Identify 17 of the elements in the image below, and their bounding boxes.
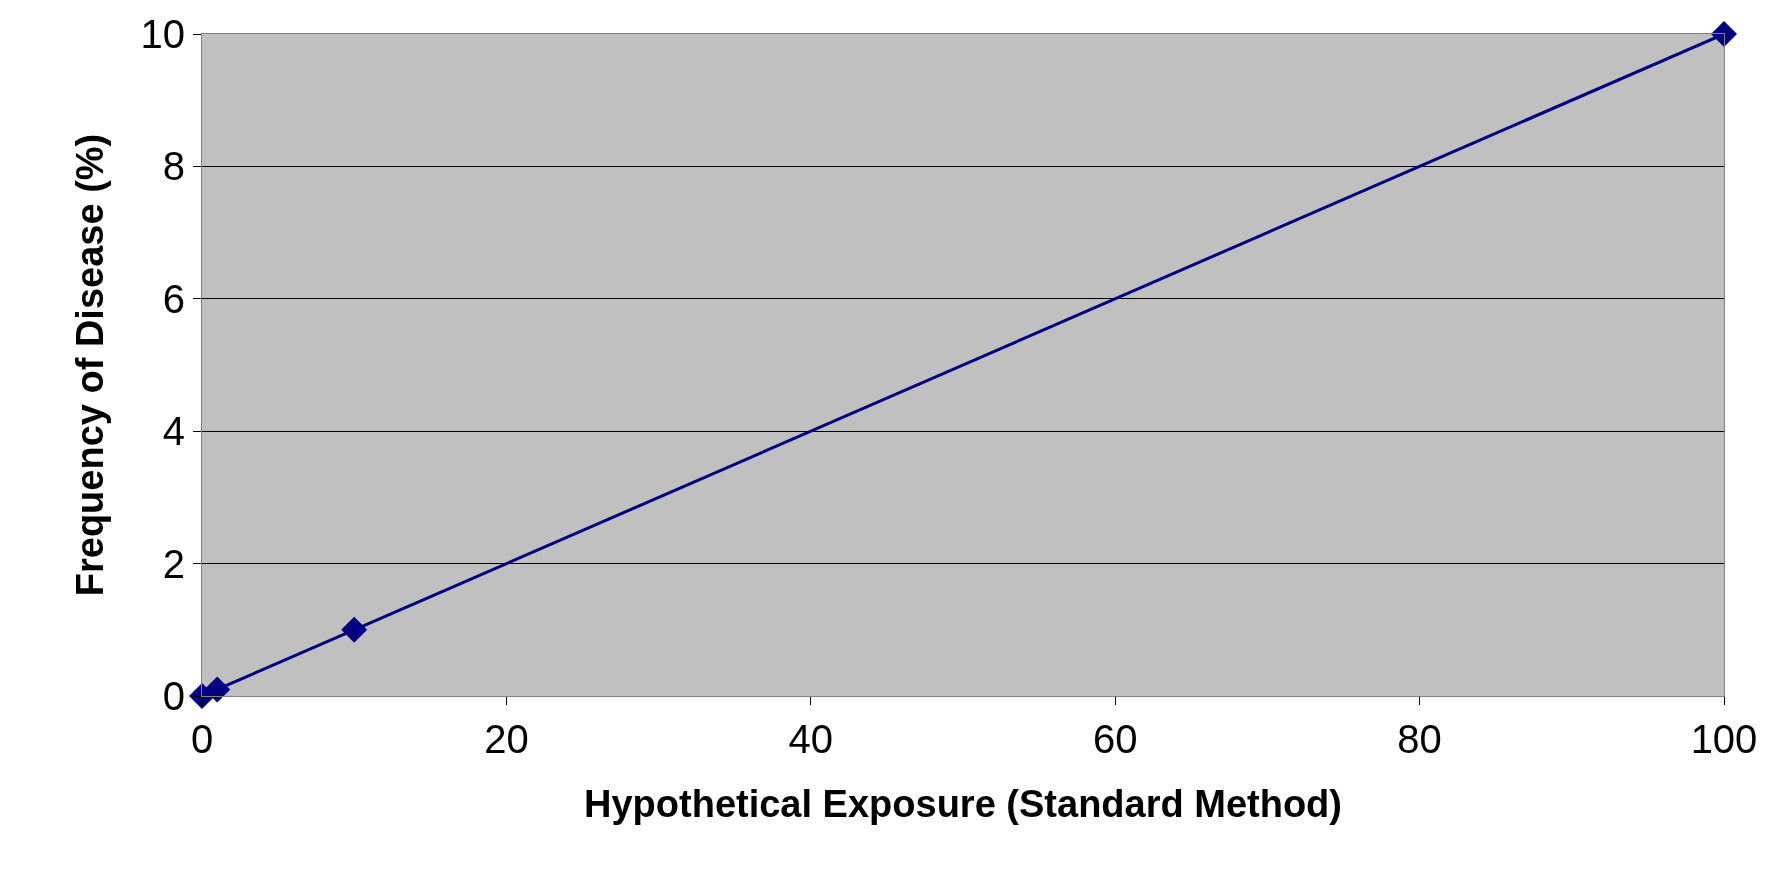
y-tick-label: 8 [162, 144, 185, 189]
x-tick-label: 80 [1397, 717, 1442, 761]
point [1711, 21, 1737, 47]
x-tick-label: 60 [1092, 717, 1138, 761]
y-tick-label: 10 [140, 12, 185, 56]
y-tick-label: 0 [162, 674, 185, 718]
x-tick-label: 40 [788, 717, 834, 761]
y-tick-label: 2 [162, 541, 185, 586]
y-tick-label: 6 [162, 276, 185, 321]
y-tick-label: 4 [162, 409, 185, 454]
y-axis-title: Frequency of Disease (%) [68, 133, 111, 597]
point [341, 616, 368, 643]
x-axis-title: Hypothetical Exposure (Standard Method) [584, 783, 1342, 826]
point [204, 676, 231, 703]
x-tick-label: 20 [484, 717, 529, 761]
x-tick-label: 100 [1690, 717, 1758, 761]
x-tick-label: 0 [190, 717, 214, 761]
